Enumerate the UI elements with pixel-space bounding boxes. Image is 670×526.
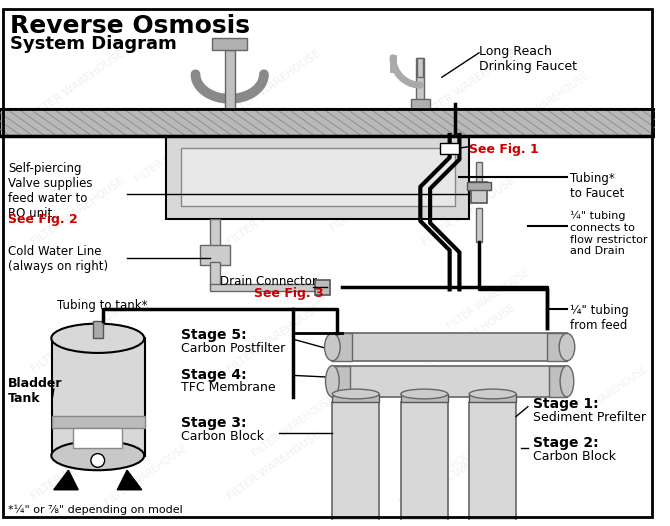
Text: FILTER WAREHOUSE: FILTER WAREHOUSE xyxy=(29,48,127,120)
Bar xyxy=(417,58,423,77)
Bar xyxy=(315,280,330,295)
Text: FILTER WAREHOUSE: FILTER WAREHOUSE xyxy=(251,394,336,458)
Bar xyxy=(332,333,352,361)
Text: FILTER WAREHOUSE: FILTER WAREHOUSE xyxy=(55,345,141,410)
Bar xyxy=(467,182,490,190)
Circle shape xyxy=(91,453,105,467)
Text: FILTER WAREHOUSE: FILTER WAREHOUSE xyxy=(225,48,322,120)
Bar xyxy=(440,143,460,155)
Bar xyxy=(411,99,430,108)
Text: ¼" tubing
from feed: ¼" tubing from feed xyxy=(570,304,628,332)
Text: Carbon Postfilter: Carbon Postfilter xyxy=(181,342,285,355)
Bar xyxy=(476,163,482,187)
Bar xyxy=(181,148,454,206)
Text: Bladder
Tank: Bladder Tank xyxy=(8,377,62,406)
Text: Tubing*
to Faucet: Tubing* to Faucet xyxy=(570,172,624,200)
Ellipse shape xyxy=(559,333,575,361)
Text: FILTER WAREHOUSE: FILTER WAREHOUSE xyxy=(397,443,483,507)
Ellipse shape xyxy=(401,389,448,399)
Text: Long Reach
Drinking Faucet: Long Reach Drinking Faucet xyxy=(479,45,577,73)
Bar xyxy=(469,394,516,402)
Text: Cold Water Line
(always on right): Cold Water Line (always on right) xyxy=(8,246,108,274)
Bar xyxy=(332,333,567,361)
Text: FILTER WAREHOUSE: FILTER WAREHOUSE xyxy=(563,365,649,429)
Bar xyxy=(401,394,448,402)
Text: FILTER WAREHOUSE: FILTER WAREHOUSE xyxy=(29,302,127,375)
Ellipse shape xyxy=(332,389,379,399)
Ellipse shape xyxy=(560,366,574,397)
Text: FILTER WAREHOUSE: FILTER WAREHOUSE xyxy=(328,169,414,234)
Text: TFC Membrane: TFC Membrane xyxy=(181,381,275,394)
Text: FILTER WAREHOUSE: FILTER WAREHOUSE xyxy=(225,429,322,501)
Polygon shape xyxy=(117,470,142,490)
Text: FILTER WAREHOUSE: FILTER WAREHOUSE xyxy=(29,175,127,247)
Bar xyxy=(547,333,567,361)
Text: Stage 4:: Stage 4: xyxy=(181,368,247,381)
Text: Carbon Block: Carbon Block xyxy=(533,450,616,463)
Polygon shape xyxy=(54,470,78,490)
Bar xyxy=(93,321,103,338)
Bar xyxy=(332,394,379,402)
Text: FILTER WAREHOUSE: FILTER WAREHOUSE xyxy=(133,120,219,185)
Bar xyxy=(549,366,567,397)
Bar xyxy=(166,136,469,219)
Text: Stage 1:: Stage 1: xyxy=(533,397,598,411)
Text: Stage 3:: Stage 3: xyxy=(181,417,247,430)
Text: See Fig. 2: See Fig. 2 xyxy=(8,213,78,226)
Bar xyxy=(52,417,145,428)
Ellipse shape xyxy=(52,323,144,353)
Text: Self-piercing
Valve supplies
feed water to
RO unit.: Self-piercing Valve supplies feed water … xyxy=(8,163,92,220)
Text: FILTER WAREHOUSE: FILTER WAREHOUSE xyxy=(446,267,532,331)
Text: Drain Connector: Drain Connector xyxy=(220,275,317,288)
Bar xyxy=(469,402,516,526)
Bar xyxy=(200,246,230,265)
Text: FILTER WAREHOUSE: FILTER WAREHOUSE xyxy=(104,443,190,507)
Bar xyxy=(417,58,424,108)
Text: Carbon Block: Carbon Block xyxy=(181,430,264,443)
Ellipse shape xyxy=(469,389,516,399)
Bar xyxy=(0,108,655,136)
Text: FILTER WAREHOUSE: FILTER WAREHOUSE xyxy=(505,72,590,136)
Bar xyxy=(332,366,567,397)
Text: Stage 2:: Stage 2: xyxy=(533,436,598,450)
Text: FILTER WAREHOUSE: FILTER WAREHOUSE xyxy=(421,175,518,247)
Ellipse shape xyxy=(324,333,340,361)
Bar xyxy=(52,338,145,456)
Text: FILTER WAREHOUSE: FILTER WAREHOUSE xyxy=(29,429,127,501)
Text: Reverse Osmosis: Reverse Osmosis xyxy=(10,14,250,38)
Bar xyxy=(225,50,234,108)
Bar xyxy=(73,428,122,448)
Bar xyxy=(212,38,247,50)
Text: FILTER WAREHOUSE: FILTER WAREHOUSE xyxy=(421,302,518,375)
Text: *¼" or ⅞" depending on model: *¼" or ⅞" depending on model xyxy=(8,504,182,514)
Bar xyxy=(210,284,328,291)
Text: FILTER WAREHOUSE: FILTER WAREHOUSE xyxy=(225,302,322,375)
Bar xyxy=(332,402,379,526)
Text: FILTER WAREHOUSE: FILTER WAREHOUSE xyxy=(421,48,518,120)
Text: See Fig. 3: See Fig. 3 xyxy=(254,287,324,300)
Bar xyxy=(401,402,448,526)
Ellipse shape xyxy=(52,441,144,470)
Bar xyxy=(332,366,350,397)
Bar xyxy=(476,208,482,242)
Text: Sediment Prefilter: Sediment Prefilter xyxy=(533,411,646,423)
Text: ¼" tubing
connects to
flow restrictor
and Drain: ¼" tubing connects to flow restrictor an… xyxy=(570,211,647,256)
Bar xyxy=(471,182,487,204)
Bar xyxy=(210,262,220,287)
Ellipse shape xyxy=(326,366,339,397)
Text: Tubing to tank*: Tubing to tank* xyxy=(57,299,147,312)
Bar xyxy=(210,219,220,248)
Text: See Fig. 1: See Fig. 1 xyxy=(469,143,539,156)
Text: FILTER WAREHOUSE: FILTER WAREHOUSE xyxy=(421,429,518,501)
Text: System Diagram: System Diagram xyxy=(10,35,176,53)
Text: Stage 5:: Stage 5: xyxy=(181,329,247,342)
Text: FILTER WAREHOUSE: FILTER WAREHOUSE xyxy=(225,175,322,247)
